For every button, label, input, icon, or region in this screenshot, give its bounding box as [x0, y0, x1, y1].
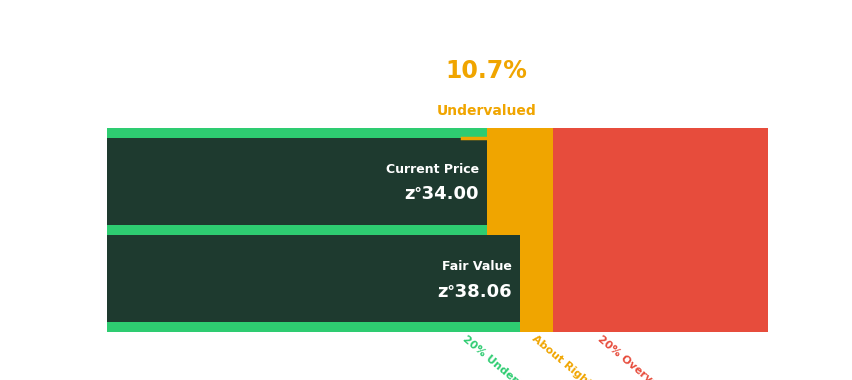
- Text: Fair Value: Fair Value: [441, 260, 511, 273]
- Bar: [552, 128, 767, 332]
- Bar: [106, 225, 486, 235]
- Text: 20% Undervalued: 20% Undervalued: [460, 334, 550, 380]
- Bar: [106, 128, 460, 332]
- Bar: [460, 128, 552, 332]
- Bar: [106, 322, 519, 332]
- Bar: [106, 128, 486, 138]
- Text: 20% Overvalued: 20% Overvalued: [595, 334, 679, 380]
- Text: About Right: About Right: [529, 334, 592, 380]
- Text: Current Price: Current Price: [385, 163, 478, 176]
- Bar: [106, 235, 519, 322]
- Bar: [106, 138, 486, 225]
- Text: 10.7%: 10.7%: [446, 59, 527, 83]
- Text: zᐤ34.00: zᐤ34.00: [404, 185, 478, 203]
- Text: Undervalued: Undervalued: [436, 104, 536, 118]
- Text: zᐤ38.06: zᐤ38.06: [437, 283, 511, 301]
